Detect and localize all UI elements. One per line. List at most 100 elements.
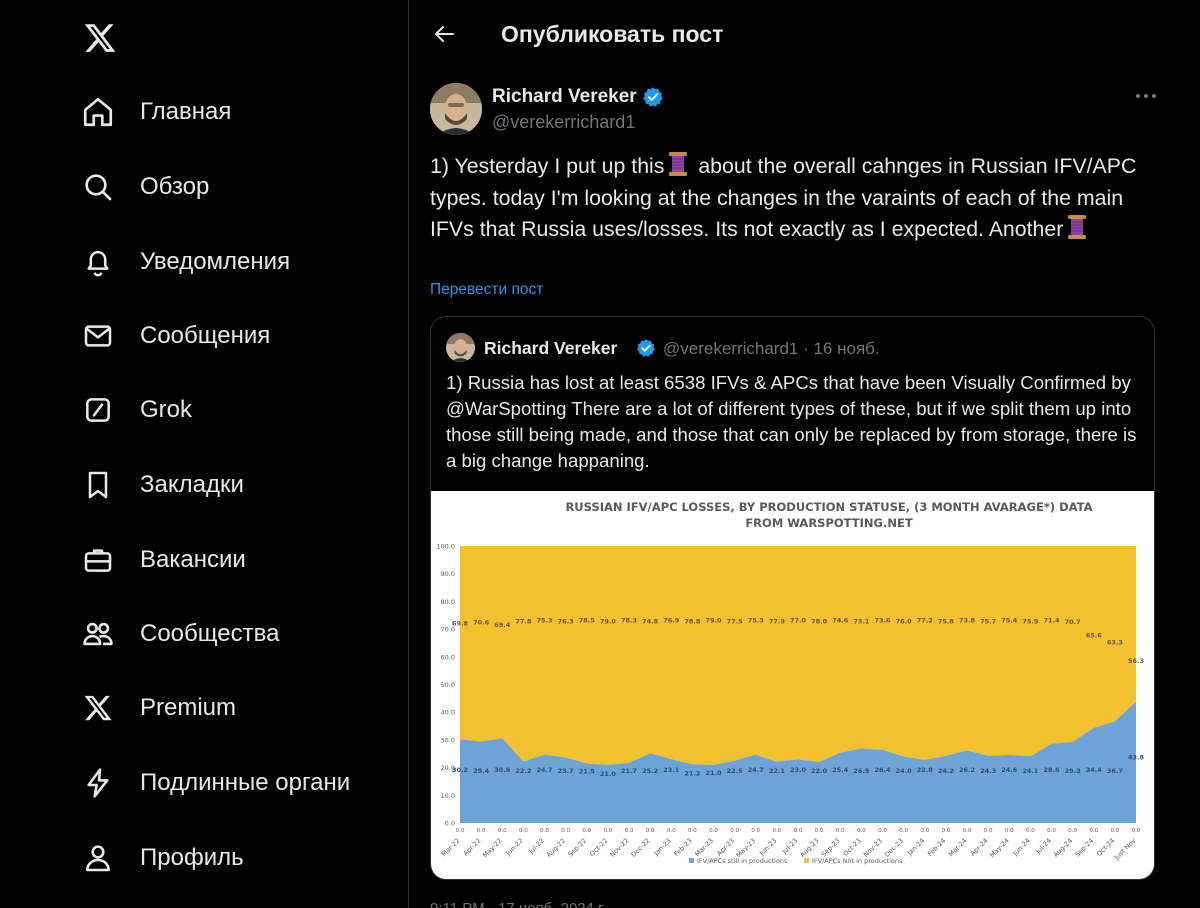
zero-label: 0.0 — [773, 828, 782, 834]
legend-swatch — [689, 858, 694, 863]
x-tick-label: Mar-24 — [947, 837, 969, 859]
data-label-in-production: 24.0 — [896, 767, 913, 775]
data-label-in-production: 22.5 — [727, 767, 744, 775]
avatar[interactable] — [446, 333, 475, 362]
more-dots-icon — [1136, 94, 1156, 98]
sidebar-item-explore[interactable]: Обзор — [78, 160, 398, 214]
sidebar-item-profile[interactable]: Профиль — [78, 831, 398, 885]
thread-spool-icon — [1065, 214, 1089, 240]
data-label-in-production: 21.5 — [579, 767, 596, 775]
x-tick-label: Jun-24 — [1011, 837, 1032, 858]
data-label-not-in-production: 75.4 — [1001, 616, 1018, 624]
y-tick-label: 70.0 — [441, 626, 455, 634]
zero-label: 0.0 — [1111, 828, 1120, 834]
x-tick-label: Just Nov — [1112, 837, 1137, 862]
zero-label: 0.0 — [582, 828, 591, 834]
x-tick-label: Aug-22 — [545, 837, 567, 859]
data-label-not-in-production: 79.0 — [600, 617, 617, 625]
sidebar-item-grok[interactable]: Grok — [78, 383, 398, 437]
main-column: Опубликовать пост Richard Vereker @verek… — [409, 0, 1200, 908]
data-label-not-in-production: 75.3 — [536, 616, 552, 624]
author-handle[interactable]: @verekerrichard1 — [492, 112, 636, 132]
post-timestamp[interactable]: 9:11 PM · 17 нояб. 2024 г. — [430, 900, 606, 908]
data-label-in-production: 26.4 — [874, 766, 891, 774]
data-label-not-in-production: 78.8 — [684, 617, 701, 625]
data-label-not-in-production: 77.9 — [769, 617, 786, 625]
data-label-not-in-production: 76.0 — [896, 617, 913, 625]
sidebar-item-label: Вакансии — [140, 546, 246, 573]
x-logo-icon[interactable] — [80, 18, 120, 58]
x-tick-label: Sep-23 — [820, 837, 842, 859]
y-tick-label: 30.0 — [441, 736, 455, 744]
zero-label: 0.0 — [815, 828, 824, 834]
zero-label: 0.0 — [836, 828, 845, 834]
y-tick-label: 60.0 — [441, 653, 455, 661]
x-tick-label: Sep-22 — [566, 837, 588, 859]
series-area-in-production — [460, 701, 1136, 823]
legend-label: IFV/APCs Not in productions — [812, 857, 903, 865]
zero-label: 0.0 — [794, 828, 803, 834]
x-tick-label: Oct-23 — [842, 837, 863, 858]
sidebar-item-verified-orgs[interactable]: Подлинные органи — [78, 756, 398, 810]
data-label-in-production: 26.9 — [853, 767, 870, 775]
author-name[interactable]: Richard Vereker — [492, 86, 637, 107]
data-label-not-in-production: 79.0 — [705, 616, 722, 624]
sidebar-item-home[interactable]: Главная — [78, 85, 398, 139]
zero-label: 0.0 — [1005, 828, 1014, 834]
zero-label: 0.0 — [920, 828, 929, 834]
more-options-button[interactable] — [1131, 84, 1161, 108]
communities-icon — [78, 614, 118, 654]
sidebar-item-notifications[interactable]: Уведомления — [78, 235, 398, 289]
translate-post-link[interactable]: Перевести пост — [430, 281, 544, 298]
data-label-in-production: 30.2 — [452, 766, 468, 774]
zero-label: 0.0 — [878, 828, 887, 834]
sidebar-item-premium[interactable]: Premium — [78, 681, 398, 735]
zero-label: 0.0 — [1089, 828, 1098, 834]
thread-spool-icon — [666, 151, 690, 177]
data-label-in-production: 23.1 — [663, 766, 680, 774]
data-label-in-production: 23.7 — [558, 767, 574, 775]
data-label-not-in-production: 76.9 — [663, 616, 680, 624]
chart-image[interactable]: RUSSIAN IFV/APC LOSSES, BY PRODUCTION ST… — [431, 491, 1154, 879]
x-tick-label: Jun-23 — [757, 837, 778, 858]
zero-label: 0.0 — [1068, 828, 1077, 834]
quoted-author-name: Richard Vereker — [484, 338, 618, 358]
bookmark-icon — [78, 465, 118, 505]
sidebar-item-jobs[interactable]: Вакансии — [78, 533, 398, 587]
zero-label: 0.0 — [625, 828, 634, 834]
data-label-not-in-production: 75.9 — [1022, 617, 1039, 625]
data-label-in-production: 24.3 — [980, 767, 996, 775]
x-tick-label: Aug-23 — [798, 837, 820, 859]
briefcase-icon — [78, 540, 118, 580]
x-tick-label: Nov-23 — [862, 837, 884, 859]
y-tick-label: 80.0 — [441, 598, 455, 606]
avatar[interactable] — [430, 83, 482, 135]
x-tick-label: Feb-23 — [672, 837, 693, 858]
sidebar-item-communities[interactable]: Сообщества — [78, 607, 398, 661]
back-button[interactable] — [427, 16, 463, 52]
data-label-in-production: 22.1 — [769, 767, 786, 775]
quoted-text: 1) Russia has lost at least 6538 IFVs & … — [446, 372, 1137, 471]
data-label-in-production: 24.7 — [536, 766, 552, 774]
x-tick-label: Apr-24 — [969, 837, 990, 858]
y-tick-label: 50.0 — [441, 681, 455, 689]
sidebar-item-bookmarks[interactable]: Закладки — [78, 458, 398, 512]
home-icon — [78, 92, 118, 132]
zero-label: 0.0 — [1026, 828, 1035, 834]
verified-badge-icon — [636, 338, 656, 358]
zero-label: 0.0 — [456, 828, 465, 834]
data-label-not-in-production: 73.6 — [874, 616, 891, 624]
sidebar-item-messages[interactable]: Сообщения — [78, 309, 398, 363]
page-header: Опубликовать пост — [409, 0, 1200, 70]
quoted-post-card[interactable]: Richard Vereker @verekerrichard1 · 16 но… — [430, 316, 1155, 880]
data-label-not-in-production: 63.3 — [1107, 639, 1123, 647]
data-label-not-in-production: 77.8 — [515, 617, 532, 625]
sidebar-item-label: Premium — [140, 694, 237, 721]
lightning-icon — [78, 763, 118, 803]
x-tick-label: Jan-24 — [905, 837, 926, 858]
data-label-in-production: 25.2 — [642, 767, 658, 775]
x-tick-label: Apr-22 — [462, 837, 483, 858]
zero-label: 0.0 — [942, 828, 951, 834]
data-label-in-production: 29.3 — [1065, 767, 1081, 775]
data-label-in-production: 30.6 — [494, 766, 511, 774]
